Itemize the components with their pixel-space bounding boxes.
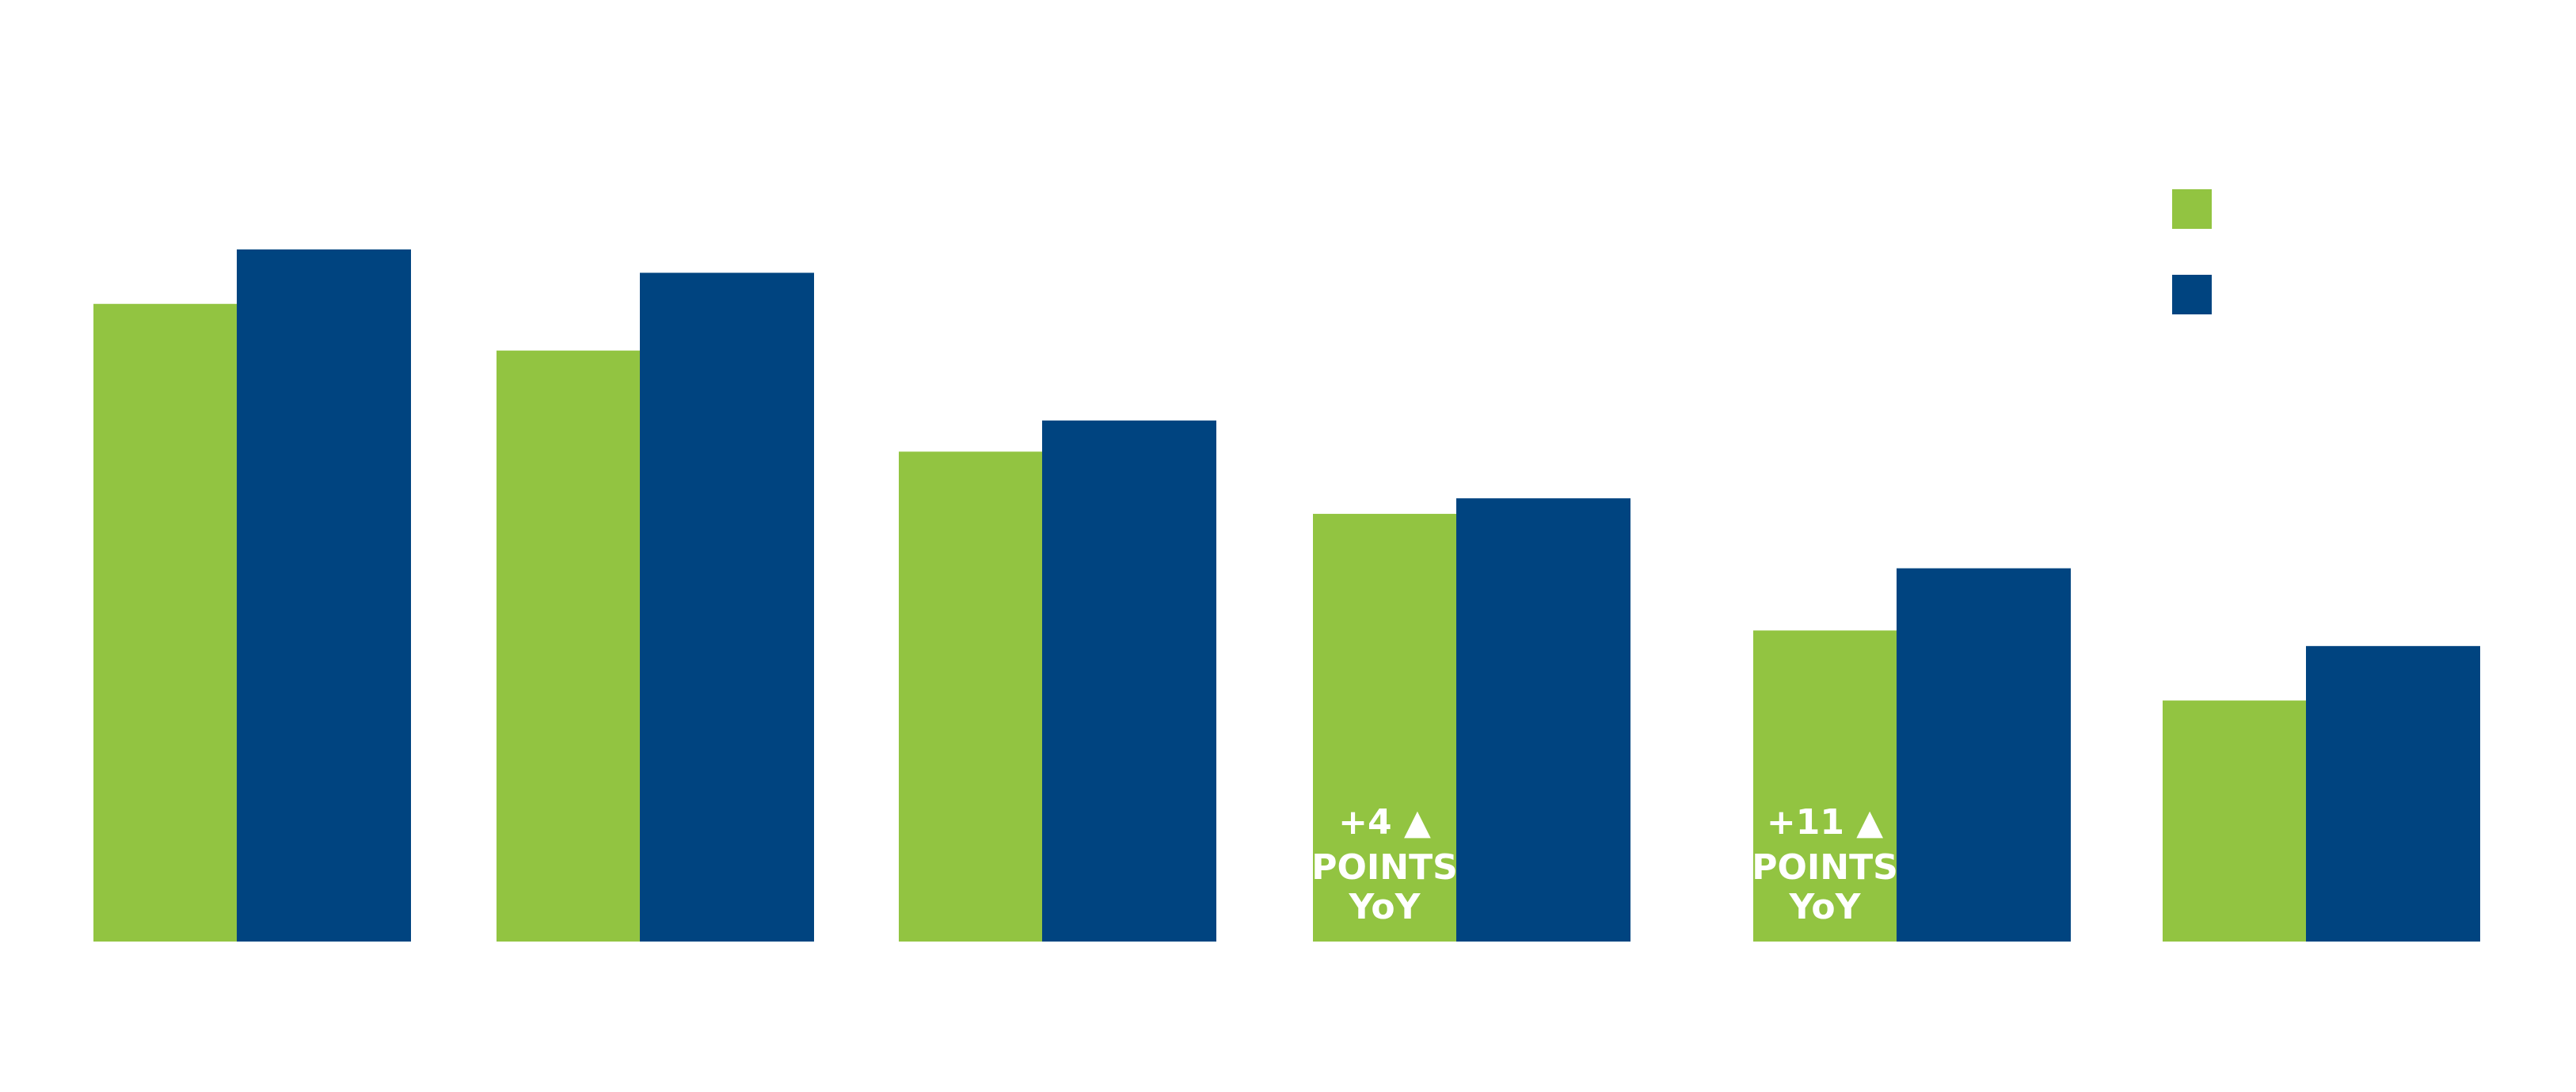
bar: [237, 249, 411, 942]
bar: [1456, 498, 1630, 942]
annotation: YoY: [1789, 887, 1862, 927]
bar: [640, 272, 814, 942]
bar: [2306, 645, 2480, 942]
bar: [1313, 513, 1456, 942]
bar: [2163, 700, 2306, 942]
bar: [899, 451, 1042, 942]
bar: [497, 350, 640, 942]
annotation: POINTS: [1752, 847, 1898, 888]
annotation: POINTS: [1311, 847, 1458, 888]
legend-swatch: [2172, 275, 2212, 314]
bar: [1753, 630, 1897, 942]
bar: [93, 303, 237, 942]
annotation: +4 ▲: [1338, 802, 1431, 843]
bar: [1897, 568, 2071, 942]
bar: [1042, 420, 1216, 942]
annotation: +11 ▲: [1767, 802, 1883, 843]
legend-swatch: [2172, 189, 2212, 229]
annotation: YoY: [1349, 887, 1421, 927]
